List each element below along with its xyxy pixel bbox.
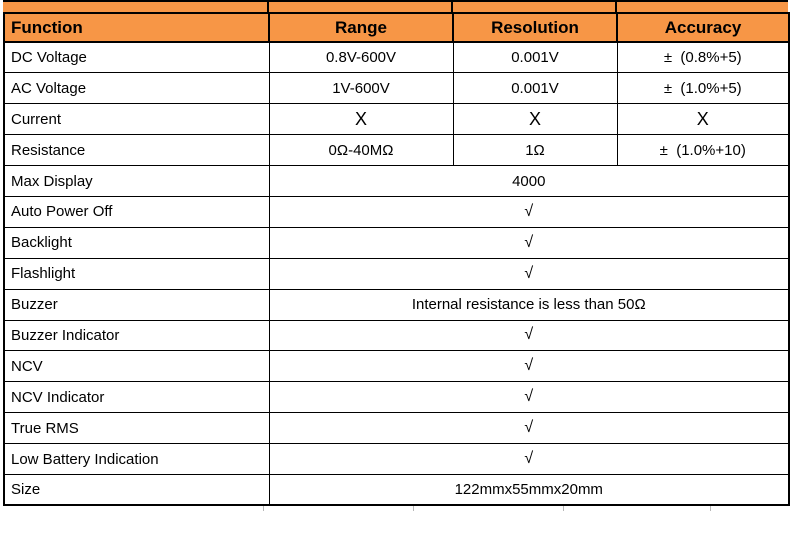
partial-row-below [3,506,788,515]
cell-value: √ [268,226,790,259]
cell-function: True RMS [3,412,270,445]
cell-value: √ [268,350,790,383]
cell-function: Max Display [3,165,270,197]
cell-function: Buzzer [3,288,270,321]
cell-function: AC Voltage [3,72,270,105]
table-row: Max Display 4000 [3,165,790,197]
cell-function: NCV Indicator [3,381,270,414]
table-row: Current X X X [3,103,790,136]
cell-accuracy: ± (0.8%+5) [616,41,790,74]
cell-value: √ [268,412,790,445]
cell-function: Low Battery Indication [3,443,270,475]
gridline-tick [413,506,414,512]
cell-value: √ [268,319,790,352]
cell-accuracy: ± (1.0%+10) [616,134,790,167]
table-row: Low Battery Indication √ [3,443,790,475]
cell-range: 0Ω-40MΩ [268,134,454,167]
cell-function: Current [3,103,270,136]
cell-value: √ [268,381,790,414]
table-row: DC Voltage 0.8V-600V 0.001V ± (0.8%+5) [3,41,790,74]
cell-value: √ [268,195,790,228]
table-row: NCV √ [3,350,790,383]
cell-function: Flashlight [3,257,270,290]
table-row: True RMS √ [3,412,790,445]
cell-function: Backlight [3,226,270,259]
header-accuracy: Accuracy [616,12,790,43]
table-row: Buzzer Internal resistance is less than … [3,288,790,321]
specification-table: Function Range Resolution Accuracy DC Vo… [3,12,790,507]
table-row: Auto Power Off √ [3,195,790,228]
cell-value: Internal resistance is less than 50Ω [268,288,790,321]
table-row: Buzzer Indicator √ [3,319,790,352]
header-row: Function Range Resolution Accuracy [3,12,790,43]
table-row: Backlight √ [3,226,790,259]
column-divider [615,2,617,12]
cell-accuracy: ± (1.0%+5) [616,72,790,105]
header-range: Range [268,12,454,43]
cell-resolution: X [452,103,618,136]
header-function: Function [3,12,270,43]
cell-value: √ [268,257,790,290]
cell-resolution: 0.001V [452,41,618,74]
table-row: AC Voltage 1V-600V 0.001V ± (1.0%+5) [3,72,790,105]
header-resolution: Resolution [452,12,618,43]
cell-function: NCV [3,350,270,383]
cell-function: Size [3,473,270,506]
cell-value: √ [268,443,790,475]
table-row: Size 122mmx55mmx20mm [3,473,790,506]
cell-value: 4000 [268,165,790,197]
cell-function: Auto Power Off [3,195,270,228]
table-row: NCV Indicator √ [3,381,790,414]
spec-sheet: Function Range Resolution Accuracy DC Vo… [3,0,790,515]
cell-function: Buzzer Indicator [3,319,270,352]
gridline-tick [710,506,711,512]
cell-function: DC Voltage [3,41,270,74]
table-row: Flashlight √ [3,257,790,290]
cell-function: Resistance [3,134,270,167]
gridline-tick [263,506,264,512]
cell-range: 0.8V-600V [268,41,454,74]
cell-resolution: 1Ω [452,134,618,167]
cell-range: 1V-600V [268,72,454,105]
column-divider [451,2,453,12]
gridline-tick [563,506,564,512]
column-divider [267,2,269,12]
partial-row-above [3,0,788,12]
cell-range: X [268,103,454,136]
table-row: Resistance 0Ω-40MΩ 1Ω ± (1.0%+10) [3,134,790,167]
cell-resolution: 0.001V [452,72,618,105]
cell-value: 122mmx55mmx20mm [268,473,790,506]
cell-accuracy: X [616,103,790,136]
